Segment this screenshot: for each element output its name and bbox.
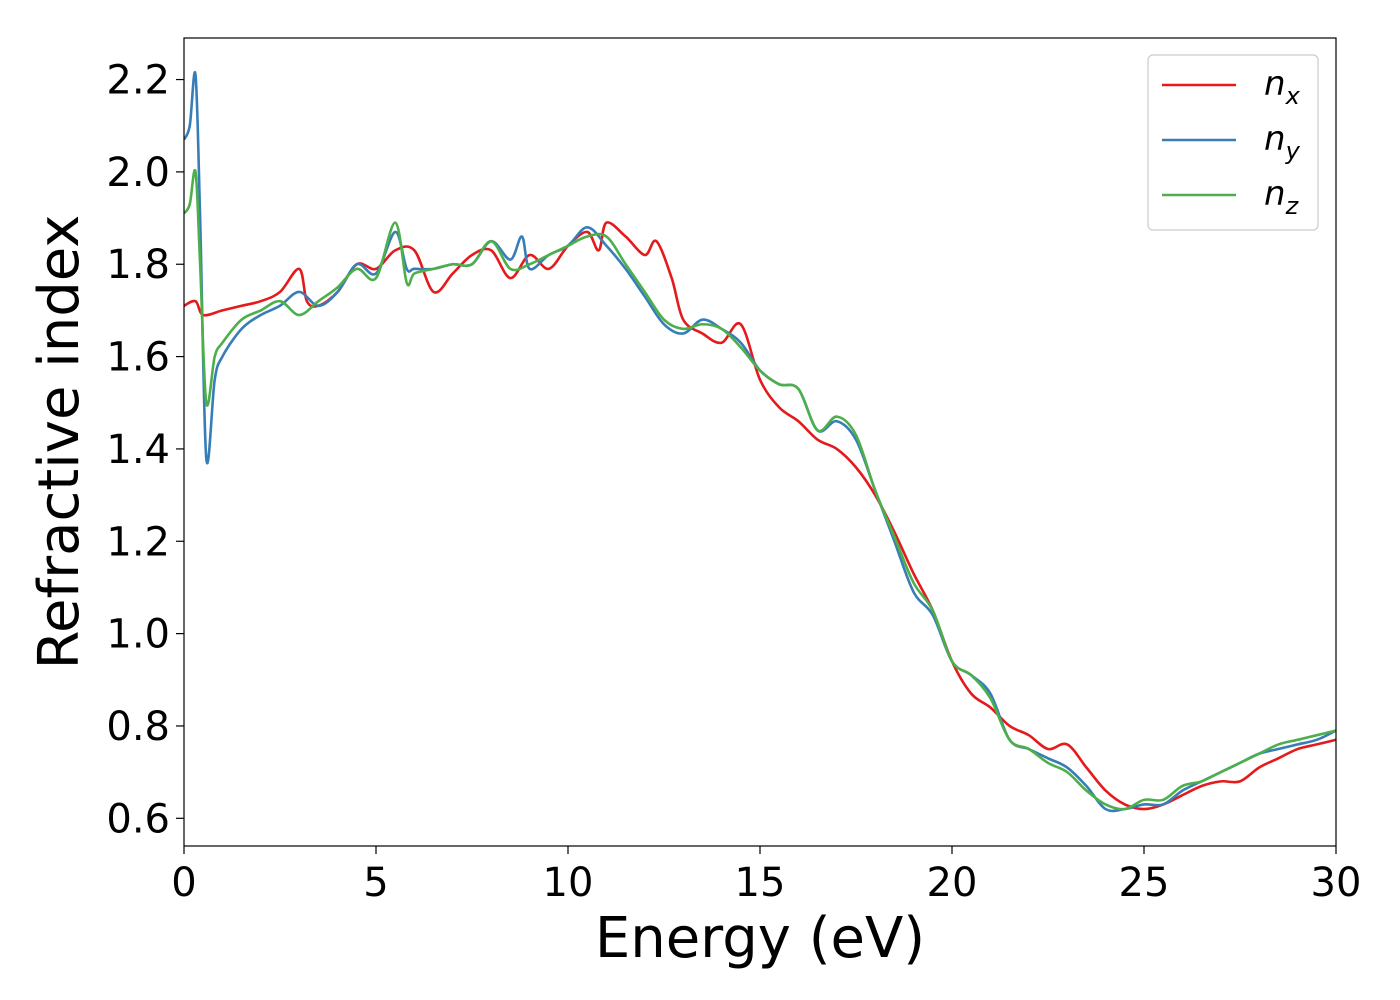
legend-label-ny: ny (1264, 119, 1301, 165)
legend-box (1147, 54, 1319, 231)
series-line-nz (184, 168, 1336, 811)
series-line-nx (184, 221, 1336, 811)
x-tick-label: 15 (735, 860, 786, 906)
y-axis-ticks: 0.6 0.8 1.0 1.2 1.4 1.6 1.8 2.0 2.2 (106, 58, 184, 842)
x-tick-label: 10 (543, 860, 594, 906)
y-tick-label: 1.4 (106, 427, 170, 473)
legend: nx ny nz (1147, 54, 1319, 231)
y-tick-label: 2.2 (106, 58, 170, 104)
x-tick-label: 25 (1119, 860, 1170, 906)
y-tick-label: 1.8 (106, 242, 170, 288)
x-tick-label: 5 (363, 860, 388, 906)
legend-label-nz: nz (1264, 174, 1300, 220)
y-tick-label: 1.0 (106, 612, 170, 658)
x-axis-ticks: 0 5 10 15 20 25 30 (171, 846, 1361, 906)
x-tick-label: 20 (927, 860, 978, 906)
y-axis-title: Refractive index (27, 215, 92, 670)
y-tick-label: 0.6 (106, 796, 170, 842)
series-layer (184, 71, 1336, 813)
y-tick-label: 2.0 (106, 150, 170, 196)
x-tick-label: 30 (1311, 860, 1362, 906)
y-tick-label: 0.8 (106, 704, 170, 750)
y-tick-label: 1.6 (106, 335, 170, 381)
x-tick-label: 0 (171, 860, 196, 906)
legend-label-nx: nx (1264, 64, 1301, 110)
x-axis-title: Energy (eV) (595, 906, 925, 971)
y-tick-label: 1.2 (106, 519, 170, 565)
